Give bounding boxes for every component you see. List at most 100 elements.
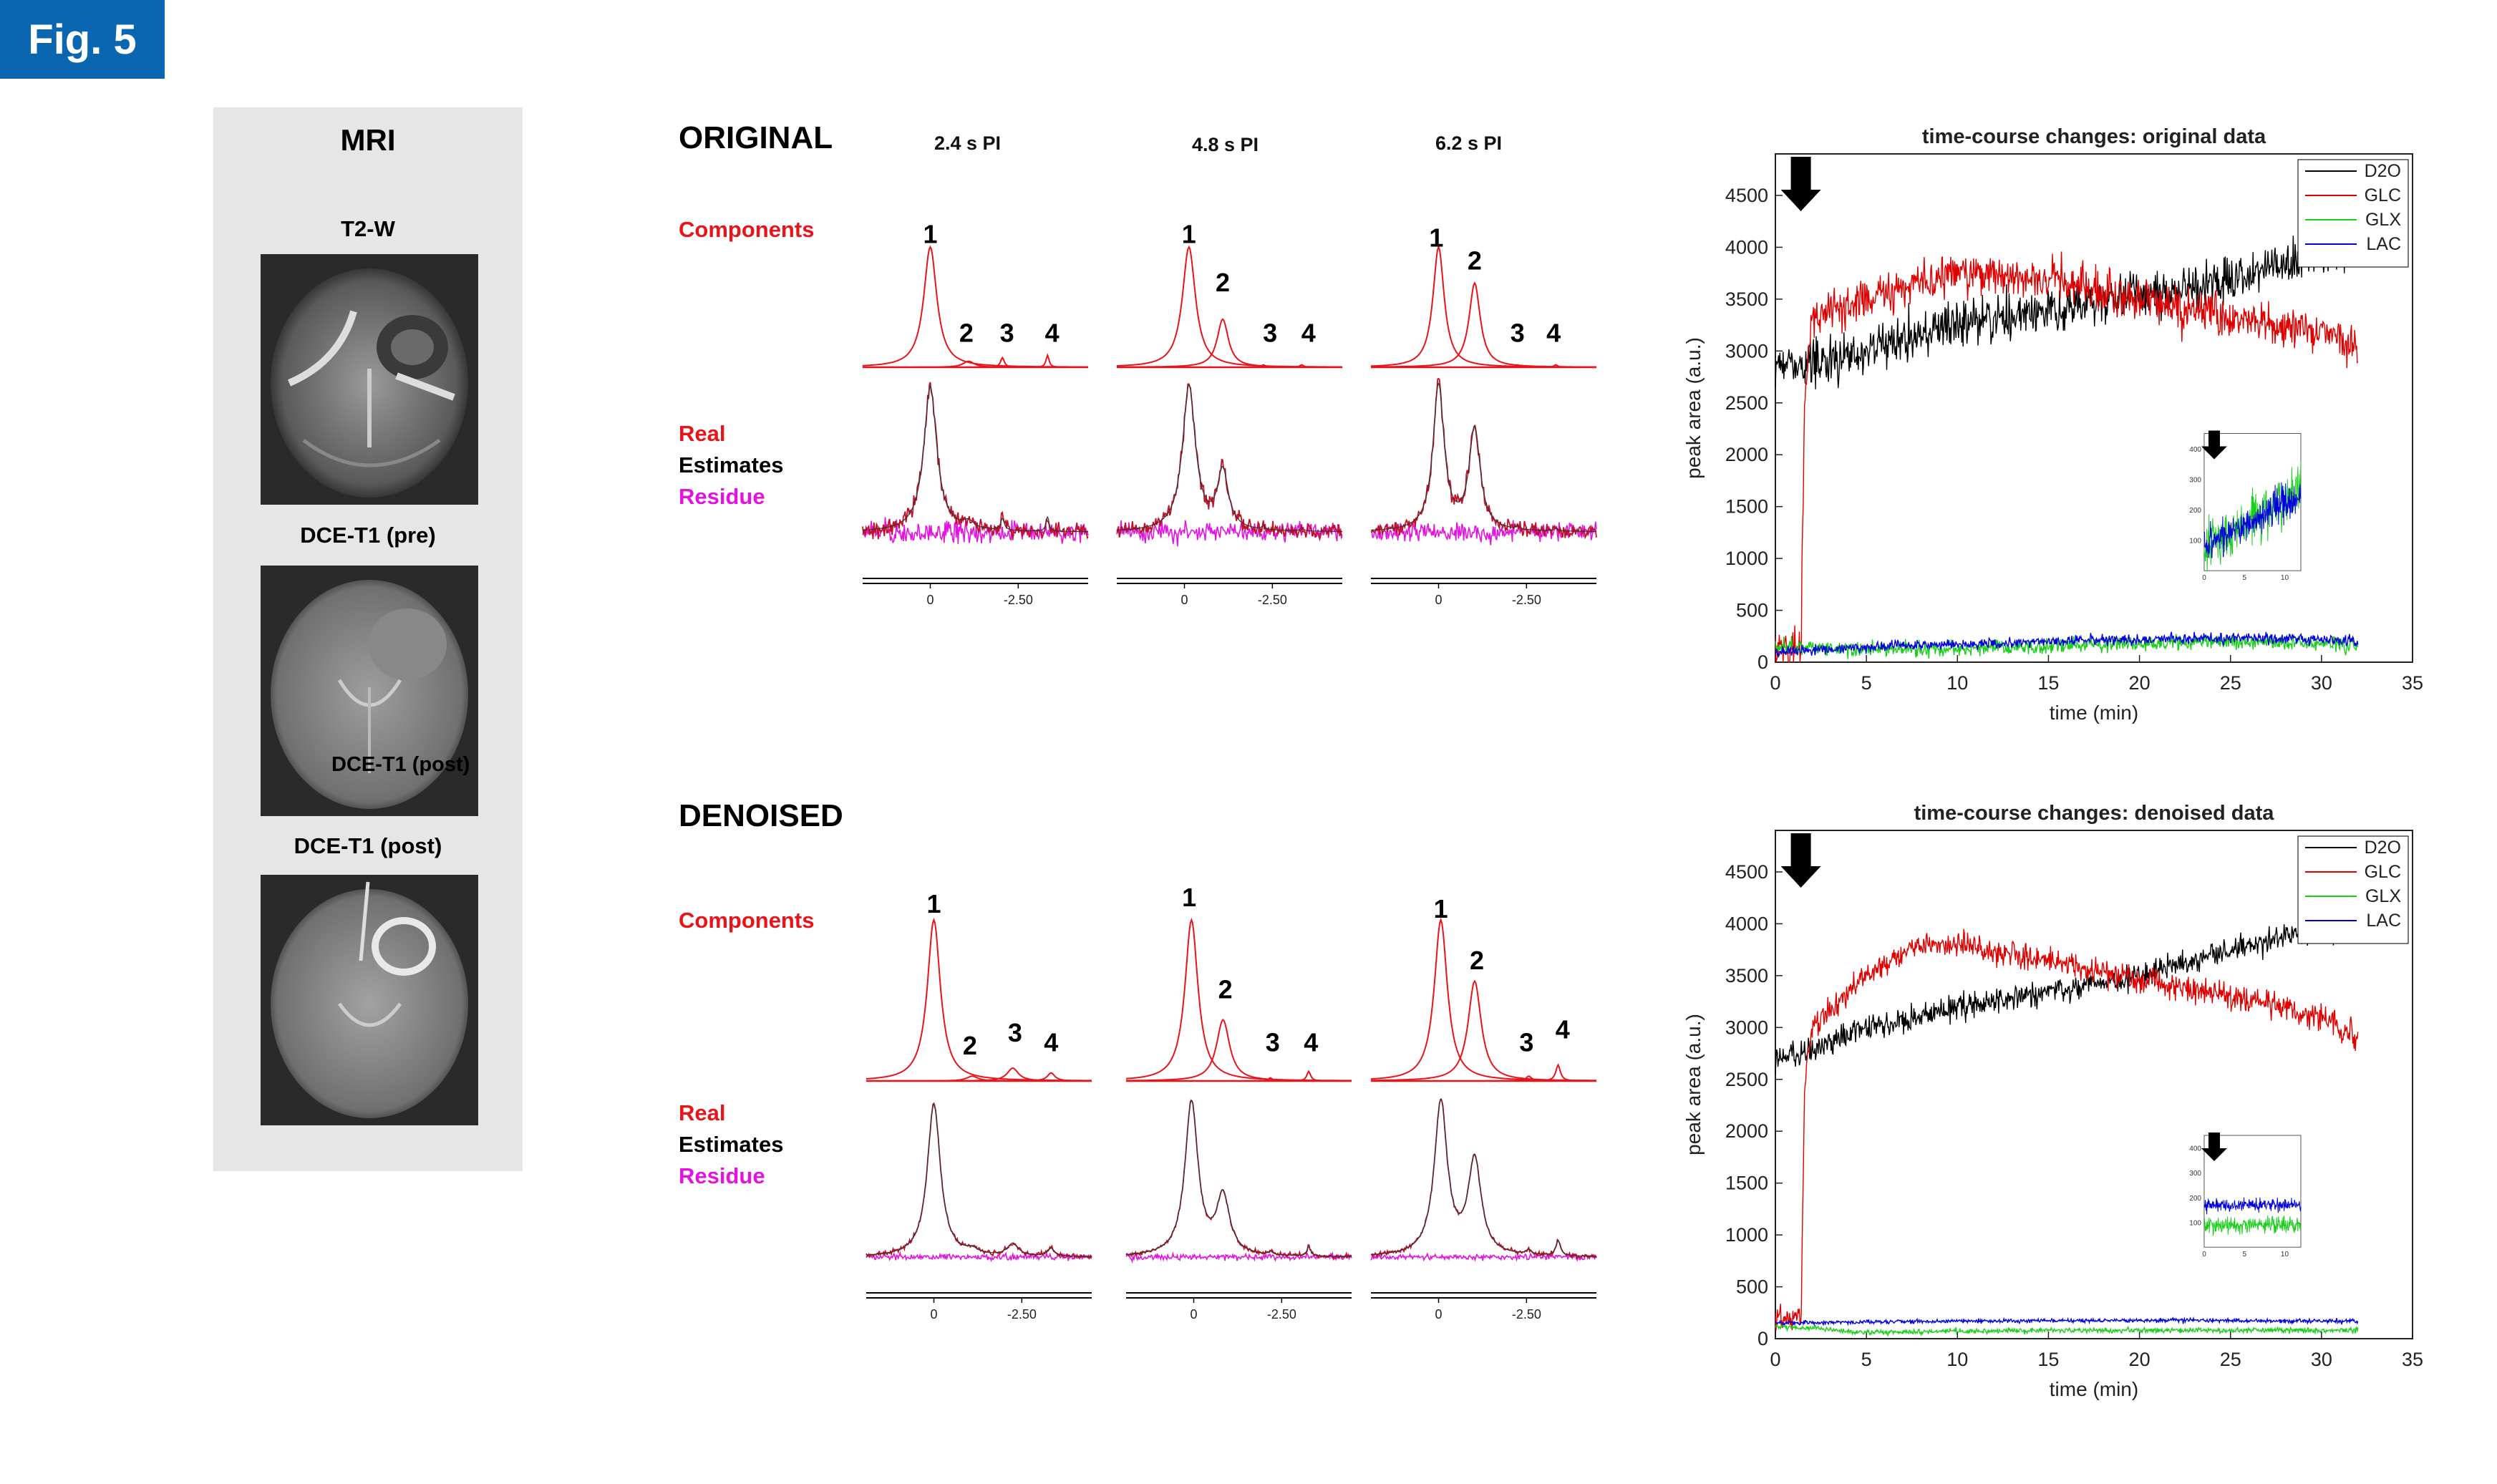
real-trace — [866, 1102, 1092, 1261]
x-tick-label: 5 — [1861, 1349, 1872, 1370]
spectrum-column-1: 1 2 3 4 0 -2.50 — [866, 889, 1092, 1321]
peak-number-2: 2 — [1216, 268, 1230, 297]
tick-label-0: 0 — [1190, 1307, 1197, 1321]
inset-y-tick-label: 300 — [2189, 476, 2201, 484]
peak-number-1: 1 — [923, 220, 937, 249]
tick-label-0: 0 — [1435, 1307, 1442, 1321]
inset-x-tick-label: 5 — [2242, 1251, 2246, 1259]
denoised-residue-label: Residue — [679, 1163, 765, 1188]
inset-y-tick-label: 200 — [2189, 1195, 2201, 1203]
residue-trace — [1370, 520, 1597, 545]
inset-y-tick-label: 300 — [2189, 1170, 2201, 1178]
peak-number-4: 4 — [1546, 318, 1561, 347]
inset-y-tick-label: 200 — [2189, 507, 2201, 515]
y-tick-label: 3000 — [1725, 1017, 1768, 1038]
x-tick-label: 0 — [1770, 1349, 1780, 1370]
x-tick-label: 35 — [2402, 672, 2423, 694]
original-estimates-label: Estimates — [679, 452, 784, 477]
y-tick-label: 2000 — [1725, 444, 1768, 465]
y-tick-label: 4500 — [1725, 861, 1768, 883]
y-tick-label: 4000 — [1725, 236, 1768, 258]
legend-entry-d2o: D2O — [2365, 838, 2401, 858]
y-tick-label: 1500 — [1725, 1173, 1768, 1194]
x-tick-label: 5 — [1861, 672, 1872, 694]
estimate-trace — [1116, 384, 1342, 532]
mri-image-pre — [261, 566, 478, 816]
estimate-trace — [863, 385, 1088, 533]
y-tick-label: 1000 — [1725, 548, 1768, 569]
peak-number-1: 1 — [1434, 894, 1448, 923]
y-tick-label: 0 — [1757, 651, 1768, 673]
tick-label-0: 0 — [926, 593, 934, 607]
mri-title: MRI — [340, 123, 396, 157]
y-tick-label: 1000 — [1725, 1224, 1768, 1246]
inset-x-tick-label: 10 — [2281, 574, 2289, 582]
peak-number-4: 4 — [1556, 1015, 1570, 1044]
x-axis-label: time (min) — [2050, 702, 2138, 724]
y-axis-label: peak area (a.u.) — [1682, 337, 1705, 479]
component-peak-1 — [1371, 245, 1596, 368]
peak-number-2: 2 — [1218, 974, 1233, 1004]
peak-number-1: 1 — [1182, 888, 1196, 912]
inset-y-tick-label: 400 — [2189, 1145, 2201, 1153]
component-peak-1 — [1370, 917, 1596, 1082]
peak-number-4: 4 — [1045, 318, 1060, 347]
denoised-real-label: Real — [679, 1100, 726, 1125]
legend-entry-d2o: D2O — [2365, 161, 2401, 181]
peak-number-2: 2 — [1468, 246, 1482, 276]
estimate-trace — [1125, 1100, 1352, 1257]
mri-overlay-label: DCE-T1 (post) — [331, 753, 470, 776]
mri-label-t2w: T2-W — [341, 216, 395, 241]
mri-label-pre: DCE-T1 (pre) — [300, 523, 436, 548]
real-trace — [1370, 1098, 1597, 1261]
y-tick-label: 500 — [1736, 600, 1768, 621]
y-tick-label: 0 — [1757, 1328, 1768, 1349]
inset-series-lac — [2203, 482, 2302, 558]
peak-number-4: 4 — [1044, 1028, 1058, 1057]
legend-box — [2297, 159, 2409, 268]
y-tick-label: 3000 — [1725, 340, 1768, 362]
tick-label-0: 0 — [1435, 593, 1442, 607]
inset-x-tick-label: 10 — [2281, 1251, 2289, 1259]
legend-entry-lac: LAC — [2366, 234, 2401, 254]
y-tick-label: 500 — [1736, 1276, 1768, 1298]
peak-number-2: 2 — [1470, 946, 1484, 975]
spectrum-column-2: 1 2 3 4 0 -2.50 — [1125, 888, 1352, 1321]
y-tick-label: 1500 — [1725, 496, 1768, 518]
tick-label-neg250: -2.50 — [1512, 1307, 1541, 1321]
series-line-glx — [1775, 634, 2359, 659]
y-tick-label: 3500 — [1725, 965, 1768, 986]
real-trace — [862, 382, 1089, 540]
inset-plot: 100 200 300 400 0 5 10 — [2189, 430, 2302, 582]
chart-title: time-course changes: original data — [1922, 125, 2266, 148]
legend-entry-glx: GLX — [2365, 210, 2401, 230]
denoised-estimates-label: Estimates — [679, 1132, 784, 1157]
inset-series-glx — [2203, 1215, 2302, 1236]
peak-number-2: 2 — [963, 1031, 977, 1060]
residue-trace — [862, 517, 1089, 544]
residue-trace — [866, 1251, 1092, 1263]
x-tick-label: 25 — [2220, 672, 2241, 694]
x-tick-label: 15 — [2037, 1349, 2059, 1370]
original-components-label: Components — [679, 217, 815, 242]
peak-number-3: 3 — [1511, 318, 1525, 347]
x-tick-label: 20 — [2129, 1349, 2151, 1370]
residue-trace — [1125, 1251, 1352, 1264]
inset-y-tick-label: 100 — [2189, 538, 2201, 545]
estimate-trace — [866, 1102, 1092, 1257]
y-tick-label: 2500 — [1725, 392, 1768, 414]
peak-number-3: 3 — [1263, 318, 1277, 347]
tick-label-neg250: -2.50 — [1512, 593, 1541, 607]
real-trace — [1370, 377, 1597, 540]
peak-number-3: 3 — [1519, 1028, 1533, 1057]
series-line-glc — [1775, 928, 2359, 1331]
mri-image-t2w — [261, 254, 478, 505]
y-axis-label: peak area (a.u.) — [1682, 1014, 1705, 1155]
legend-box — [2297, 835, 2409, 944]
injection-arrow — [1780, 157, 1821, 211]
peak-number-4: 4 — [1304, 1028, 1318, 1057]
peak-number-2: 2 — [959, 318, 974, 347]
timepoint-3: 6.2 s PI — [1435, 132, 1503, 154]
inset-plot: 100 200 300 400 0 5 10 — [2189, 1133, 2302, 1259]
